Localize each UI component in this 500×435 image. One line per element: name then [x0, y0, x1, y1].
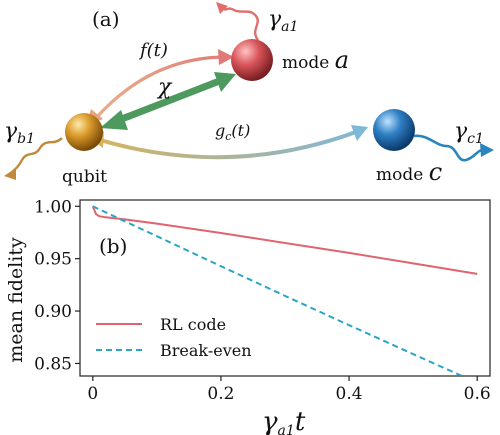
mode-c-node: [373, 109, 415, 151]
plot-frame: [79, 199, 491, 377]
x-axis-label: γa1t: [262, 407, 306, 435]
legend-label-rl-code: RL code: [160, 315, 226, 334]
decay-a1-label: γa1: [268, 7, 298, 35]
decay-c1-squiggle: [413, 134, 494, 162]
series-line-break-even: [92, 205, 465, 376]
mode-a-node: [231, 39, 273, 81]
qubit-label: qubit: [62, 167, 107, 187]
legend-label-break-even: Break-even: [160, 341, 252, 360]
panel-a: (a) f(t) χ gc(t) γa1: [4, 2, 494, 187]
chi-coupling-label: χ: [156, 75, 173, 100]
y-tick-label: 1.00: [34, 197, 72, 217]
y-axis-label: mean fidelity: [5, 237, 27, 363]
series-group: [91, 205, 478, 376]
panel-b-label: (b): [99, 234, 127, 258]
legend: RL code Break-even: [96, 315, 252, 360]
mode-a-label: mode a: [282, 46, 349, 74]
y-axis-ticks: 0.85 0.90 0.95 1.00: [34, 197, 80, 374]
x-tick-label: 0.6: [464, 384, 491, 404]
x-tick-label: 0.2: [207, 384, 234, 404]
decay-b1-label: γb1: [4, 119, 35, 147]
y-tick-label: 0.90: [34, 302, 72, 322]
qubit-node: [65, 113, 103, 151]
decay-a1-squiggle: [216, 2, 260, 41]
f-coupling-label: f(t): [138, 40, 168, 61]
series-line-rl-code: [91, 205, 478, 275]
chi-coupling-arrow: [100, 72, 236, 130]
x-tick-label: 0: [87, 384, 98, 404]
gc-coupling-label: gc(t): [215, 121, 250, 143]
decay-b1-squiggle: [4, 137, 63, 180]
y-tick-label: 0.85: [34, 354, 72, 374]
mode-c-label: mode c: [376, 158, 442, 186]
panel-b: 0.85 0.90 0.95 1.00 0 0.2 0.4 0.6 (b) RL code …: [5, 197, 491, 435]
x-axis-ticks: 0 0.2 0.4 0.6: [87, 376, 491, 404]
decay-c1-label: γc1: [454, 119, 484, 147]
panel-a-label: (a): [92, 7, 120, 31]
y-tick-label: 0.95: [34, 250, 72, 270]
x-tick-label: 0.4: [336, 384, 363, 404]
